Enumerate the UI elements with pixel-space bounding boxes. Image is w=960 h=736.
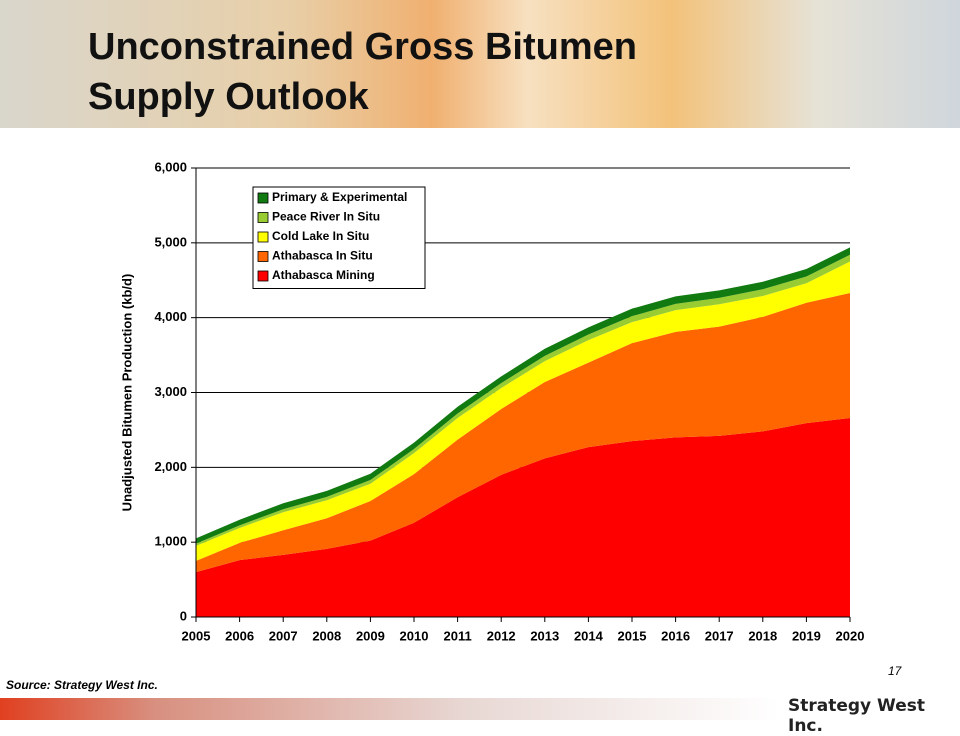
legend-label: Athabasca In Situ <box>272 249 373 263</box>
header-banner <box>0 0 960 128</box>
area <box>196 417 850 617</box>
source-note: Source: Strategy West Inc. <box>6 678 158 692</box>
x-tick-label: 2017 <box>705 628 734 643</box>
area <box>196 254 850 546</box>
legend-swatch <box>257 270 269 282</box>
legend-label: Primary & Experimental <box>272 190 407 204</box>
logo: Strategy West Inc. <box>788 696 925 736</box>
legend-box <box>252 186 426 289</box>
legend-label: Cold Lake In Situ <box>272 229 369 243</box>
x-tick-label: 2011 <box>443 628 471 643</box>
y-tick-label: 1,000 <box>154 534 187 549</box>
legend-label: Peace River In Situ <box>272 210 380 224</box>
x-tick-label: 2015 <box>618 628 647 643</box>
legend-swatch <box>257 231 269 243</box>
legend-swatch <box>257 192 269 204</box>
y-tick-label: 3,000 <box>154 384 187 399</box>
x-tick-label: 2005 <box>182 628 211 643</box>
x-tick-label: 2010 <box>400 628 429 643</box>
area <box>196 292 850 573</box>
chart: 0 1,000 2,000 3,000 4,000 5,000 6,000 2005 2006 2… <box>119 159 865 643</box>
x-tick-label: 2009 <box>356 628 385 643</box>
x-tick-label: 2019 <box>792 628 821 643</box>
x-tick-label: 2018 <box>748 628 777 643</box>
x-tick-label: 2008 <box>312 628 341 643</box>
x-tick-label: 2016 <box>661 628 690 643</box>
legend-swatch <box>257 212 269 223</box>
y-axis-label: Unadjusted Bitumen Production (kb/d) <box>119 274 134 512</box>
x-tick-label: 2006 <box>225 628 254 643</box>
y-tick-label: 5,000 <box>154 234 187 249</box>
area <box>196 261 850 561</box>
legend-label: Athabasca Mining <box>272 268 375 282</box>
area <box>196 247 850 544</box>
y-tick-label: 4,000 <box>154 309 187 324</box>
page-number: 17 <box>888 664 902 678</box>
x-tick-label: 2012 <box>487 628 516 643</box>
y-tick-label: 6,000 <box>154 159 187 174</box>
footer-bar <box>0 698 780 720</box>
x-tick-label: 2007 <box>269 628 298 643</box>
y-tick-label: 0 <box>180 608 187 623</box>
slide-title: Unconstrained Gross Bitumen Supply Outlo… <box>88 26 637 118</box>
x-tick-label: 2014 <box>574 628 604 643</box>
legend-swatch <box>257 251 269 262</box>
x-tick-label: 2013 <box>530 628 559 643</box>
y-tick-label: 2,000 <box>154 459 187 474</box>
x-tick-label: 2020 <box>836 628 865 643</box>
